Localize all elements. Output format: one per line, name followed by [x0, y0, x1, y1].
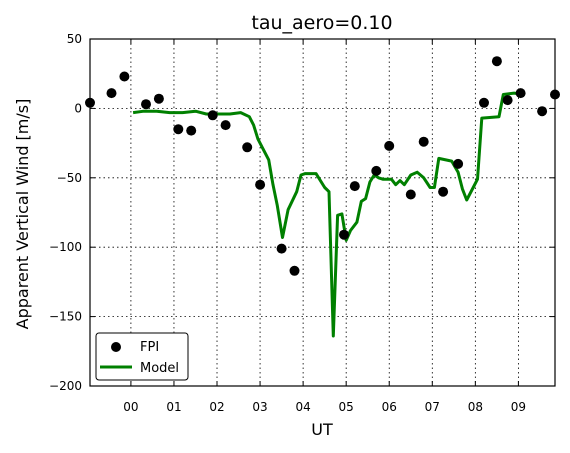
fpi-point	[384, 140, 395, 151]
fpi-point	[106, 88, 117, 99]
y-tick-label: 50	[67, 32, 82, 46]
legend-model-label: Model	[140, 361, 179, 376]
y-tick-labels: −200 −150 −100 −50 0 50	[49, 32, 82, 393]
fpi-point	[207, 110, 218, 121]
fpi-point	[289, 265, 300, 276]
plot-frame	[89, 38, 556, 387]
x-tick-labels: 00 01 02 03 04 05 06 07 08 09	[123, 400, 526, 414]
fpi-point	[276, 243, 287, 254]
y-tick-label: 0	[74, 101, 82, 115]
fpi-point	[537, 106, 548, 117]
x-axis-label: UT	[311, 420, 333, 439]
x-tick-label: 05	[339, 400, 354, 414]
y-axis-label: Apparent Vertical Wind [m/s]	[13, 99, 32, 330]
fpi-point	[491, 56, 502, 67]
chart-title: tau_aero=0.10	[251, 12, 392, 34]
fpi-point	[405, 189, 416, 200]
x-tick-label: 06	[382, 400, 397, 414]
y-tick-label: −200	[49, 379, 82, 393]
fpi-point	[418, 136, 429, 147]
fpi-point	[515, 88, 526, 99]
fpi-point	[339, 229, 349, 240]
fpi-point	[371, 165, 382, 176]
y-tick-label: −50	[57, 171, 82, 185]
fpi-point	[242, 142, 253, 153]
fpi-point	[255, 179, 266, 190]
x-tick-label: 03	[252, 400, 267, 414]
x-tick-label: 04	[295, 400, 310, 414]
legend: FPI Model	[95, 332, 189, 381]
legend-fpi-marker	[111, 342, 121, 352]
fpi-point	[173, 124, 184, 135]
fpi-series	[85, 56, 560, 276]
fpi-point	[186, 125, 197, 136]
x-tick-label: 00	[123, 400, 138, 414]
fpi-point	[141, 99, 151, 110]
fpi-point	[438, 186, 449, 197]
fpi-point	[479, 97, 489, 108]
x-tick-label: 02	[209, 400, 224, 414]
fpi-point	[349, 181, 360, 192]
fpi-point	[220, 120, 231, 131]
x-tick-label: 09	[511, 400, 526, 414]
y-tick-label: −100	[49, 240, 82, 254]
x-tick-label: 07	[425, 400, 440, 414]
y-tick-label: −150	[49, 310, 82, 324]
fpi-point	[502, 95, 513, 106]
fpi-point	[153, 93, 164, 104]
legend-fpi-label: FPI	[140, 340, 159, 355]
fpi-point	[453, 158, 464, 169]
fpi-point	[119, 71, 130, 82]
x-tick-label: 01	[166, 400, 181, 414]
x-tick-label: 08	[468, 400, 483, 414]
